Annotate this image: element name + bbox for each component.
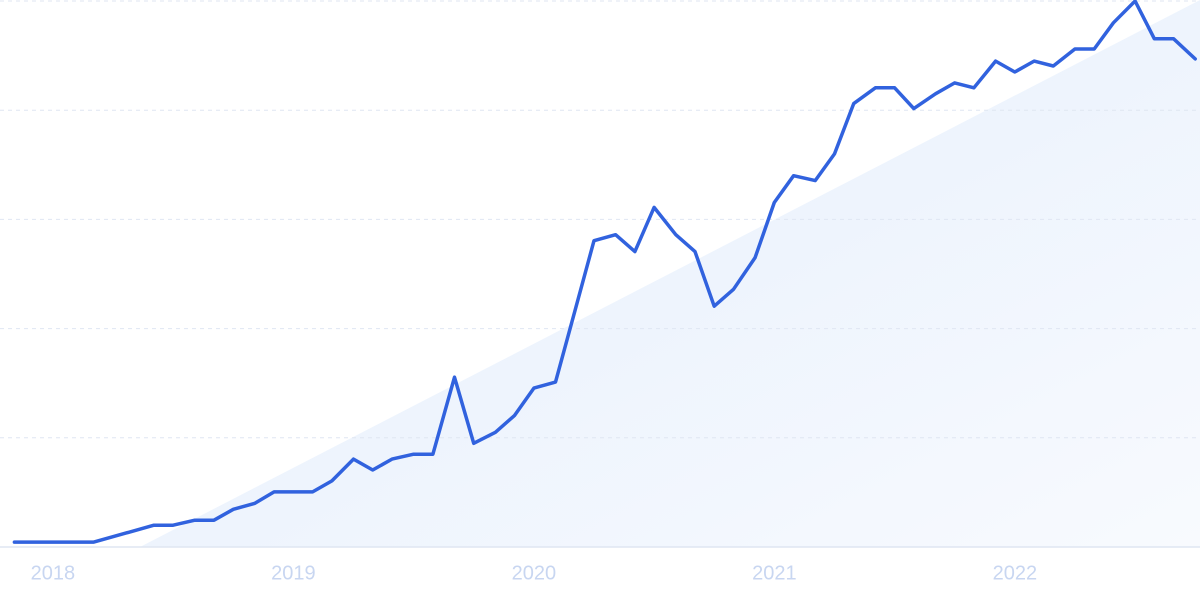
x-tick-label: 2021 xyxy=(752,562,797,584)
x-tick-label: 2018 xyxy=(31,562,76,584)
background-wedge xyxy=(140,0,1200,547)
x-tick-label: 2019 xyxy=(271,562,316,584)
x-tick-label: 2020 xyxy=(512,562,557,584)
grid: 2018 2019 2020 2021 2022 xyxy=(0,0,1200,584)
line xyxy=(12,0,1197,544)
plot xyxy=(12,0,1197,544)
x-tick-label: 2022 xyxy=(993,562,1038,584)
